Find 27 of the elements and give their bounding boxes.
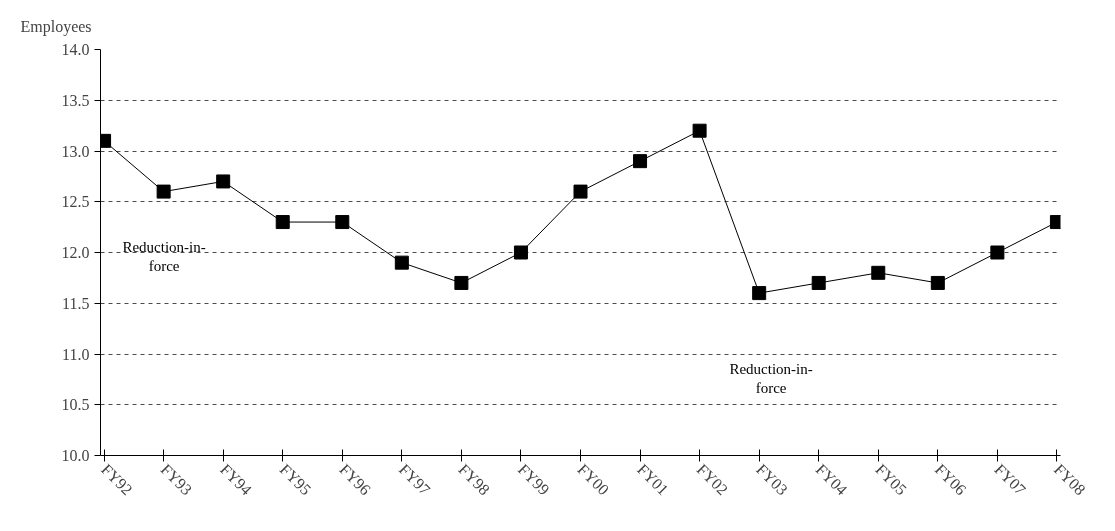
point xyxy=(811,275,826,290)
point xyxy=(692,123,707,138)
y-axis-title: Employees xyxy=(20,17,92,36)
point xyxy=(752,286,767,301)
point xyxy=(871,265,886,280)
y-tick-label: 11.0 xyxy=(62,345,90,363)
point xyxy=(394,255,409,270)
point xyxy=(633,154,648,169)
y-tick-label: 13.5 xyxy=(61,91,90,109)
y-tick-label: 12.5 xyxy=(61,193,90,211)
y-tick-label: 14.0 xyxy=(61,41,90,58)
y-tick-label: 11.5 xyxy=(62,294,90,312)
y-tick-label: 12.0 xyxy=(61,244,90,261)
y-tick-label: 13.0 xyxy=(61,142,90,160)
point xyxy=(454,275,469,290)
point xyxy=(275,215,290,230)
point xyxy=(156,184,171,199)
y-tick-label: 10.5 xyxy=(61,396,90,414)
y-tick-label: 10.0 xyxy=(61,447,90,464)
annotation: Reduction-in- force xyxy=(122,238,206,275)
point xyxy=(513,245,528,260)
point xyxy=(990,245,1005,260)
point xyxy=(335,215,350,230)
annotation: Reduction-in- force xyxy=(729,360,813,396)
point xyxy=(573,184,588,199)
point xyxy=(930,275,945,290)
point xyxy=(216,174,231,189)
